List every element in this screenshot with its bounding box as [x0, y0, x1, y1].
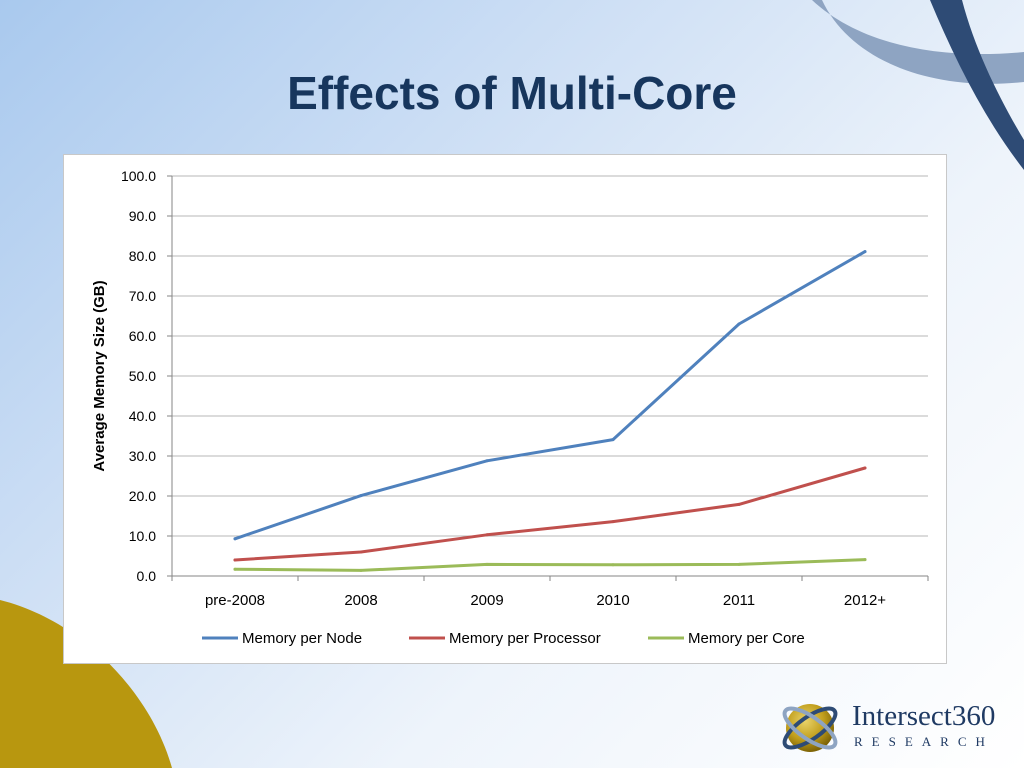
logo-name: Intersect360	[852, 700, 996, 732]
data-point	[359, 568, 363, 572]
company-logo: Intersect360 RESEARCH	[778, 694, 1008, 760]
y-tick-label: 70.0	[129, 288, 156, 304]
series-line-1	[233, 466, 867, 562]
series-line-0	[233, 250, 867, 541]
y-tick-label: 80.0	[129, 248, 156, 264]
y-axis-title: Average Memory Size (GB)	[91, 280, 108, 471]
y-tick-label: 50.0	[129, 368, 156, 384]
data-point	[737, 562, 741, 566]
line-chart: 0.0 10.0 20.0 30.0 40.0 50.0 60.0 70.0 80.0 90.0 1…	[91, 168, 929, 647]
data-point	[611, 563, 615, 567]
y-tick-label: 90.0	[129, 208, 156, 224]
data-point	[863, 466, 867, 470]
series-line-2	[233, 558, 867, 572]
data-point	[485, 459, 489, 463]
x-tick-label: 2011	[723, 592, 755, 609]
x-tick-label: 2010	[596, 592, 629, 609]
data-point	[611, 438, 615, 442]
y-tick-label: 100.0	[121, 168, 156, 184]
data-point	[863, 558, 867, 562]
chart-container: 0.0 10.0 20.0 30.0 40.0 50.0 60.0 70.0 80.0 90.0 1…	[63, 154, 947, 664]
data-point	[611, 520, 615, 524]
data-point	[359, 494, 363, 498]
data-point	[359, 550, 363, 554]
data-point	[863, 250, 867, 254]
legend-label: Memory per Processor	[449, 630, 601, 647]
legend-label: Memory per Core	[688, 630, 805, 647]
data-point	[233, 567, 237, 571]
y-tick-label: 30.0	[129, 448, 156, 464]
slide-title: Effects of Multi-Core	[287, 67, 737, 119]
y-tick-label: 40.0	[129, 408, 156, 424]
data-point	[485, 562, 489, 566]
y-tick-label: 60.0	[129, 328, 156, 344]
data-point	[737, 322, 741, 326]
data-point	[737, 502, 741, 506]
data-point	[485, 533, 489, 537]
globe-logo-icon	[782, 704, 838, 752]
x-tick-label: pre-2008	[205, 592, 265, 609]
y-tick-label: 0.0	[137, 568, 157, 584]
data-point	[233, 537, 237, 541]
logo-subtitle: RESEARCH	[854, 734, 994, 749]
data-point	[233, 558, 237, 562]
y-tick-label: 10.0	[129, 528, 156, 544]
x-tick-label: 2009	[470, 592, 503, 609]
y-tick-label: 20.0	[129, 488, 156, 504]
x-tick-label: 2012+	[844, 592, 886, 609]
x-tick-label: 2008	[344, 592, 377, 609]
legend-label: Memory per Node	[242, 630, 362, 647]
